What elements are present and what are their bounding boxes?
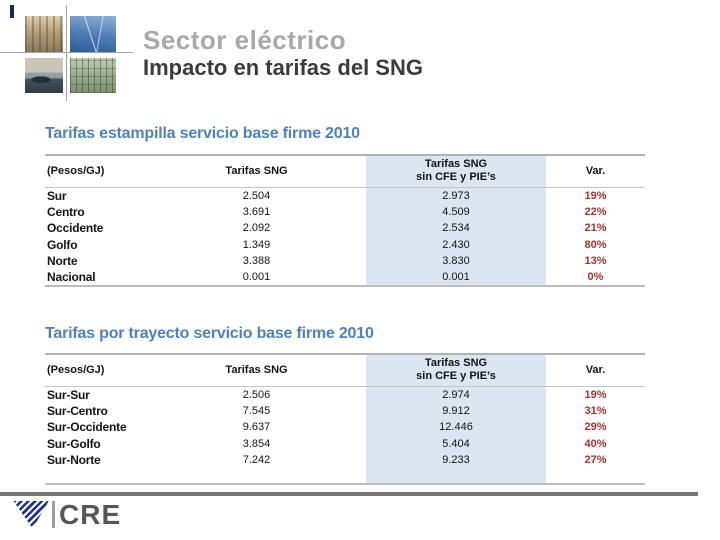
tarifa-sng-sin-cfe-cell: 5.404 [366,435,546,452]
region-cell: Centro [47,204,85,219]
column-header-tarifas-sng: Tarifas SNG [225,363,288,376]
column-header-tarifas-sng-sin-cfe: Tarifas SNG sin CFE y PIE’s [366,354,546,386]
tarifa-sng-cell: 1.349 [242,238,271,251]
header-title-block: Sector eléctrico Impacto en tarifas del … [143,26,423,80]
tarifa-sng-sin-cfe-cell: 9.912 [366,402,546,419]
tarifa-sng-cell: 2.092 [242,222,271,235]
table-row: Occidente 2.092 2.534 21% [45,220,645,237]
variation-cell: 13% [584,255,607,268]
variation-cell: 19% [584,388,607,401]
tarifa-sng-cell: 7.545 [242,404,271,417]
table-row: Sur-Norte 7.242 9.233 27% [45,452,645,469]
tarifa-sng-cell: 2.506 [242,388,271,401]
table-row: Nacional 0.001 0.001 0% [45,269,645,286]
cre-logo-swoosh-icon [13,500,49,529]
tarifa-sng-sin-cfe-cell: 4.509 [366,203,546,220]
column-header-line1: Tarifas SNG [424,357,488,370]
variation-cell: 29% [584,421,607,434]
cre-logo-divider [52,501,55,528]
tarifas-trayecto-table: (Pesos/GJ) Tarifas SNG Tarifas SNG sin C… [45,353,645,485]
empty-spacer-row [45,468,645,484]
variation-cell: 27% [584,454,607,467]
table-row: Sur-Golfo 3.854 5.404 40% [45,435,645,452]
route-cell: Sur-Norte [47,453,101,468]
ship-photo [25,58,63,93]
table-row: Sur-Occidente 9.637 12.446 29% [45,419,645,436]
slide-subtitle: Impacto en tarifas del SNG [143,55,423,80]
tarifa-sng-sin-cfe-cell: 2.534 [366,220,546,237]
tarifa-sng-sin-cfe-cell: 0.001 [366,269,546,286]
refinery-photo [25,16,63,52]
tarifa-sng-cell: 2.504 [242,189,271,202]
section-title-trayecto: Tarifas por trayecto servicio base firme… [45,325,374,342]
table-row: Golfo 1.349 2.430 80% [45,236,645,253]
column-header-var: Var. [585,164,606,177]
variation-cell: 31% [584,404,607,417]
column-header-line2: sin CFE y PIE’s [416,370,496,383]
slide-title: Sector eléctrico [143,25,347,55]
tarifa-sng-cell: 7.242 [242,454,271,467]
route-cell: Sur-Occidente [47,420,127,435]
table-header-row: (Pesos/GJ) Tarifas SNG Tarifas SNG sin C… [45,354,645,386]
region-cell: Occidente [47,221,104,236]
tarifa-sng-sin-cfe-cell: 2.974 [366,386,546,403]
footer-divider-line [0,492,698,496]
column-header-line1: Tarifas SNG [424,158,488,171]
tarifa-sng-cell: 3.388 [242,255,271,268]
column-header-tarifas-sng-sin-cfe: Tarifas SNG sin CFE y PIE’s [366,155,546,187]
tarifas-estampilla-table: (Pesos/GJ) Tarifas SNG Tarifas SNG sin C… [45,154,645,287]
column-header-unit: (Pesos/GJ) [47,363,105,376]
table-row: Sur 2.504 2.973 19% [45,187,645,204]
header-photo-collage [25,16,116,93]
column-header-line2: sin CFE y PIE’s [416,171,496,184]
column-header-tarifas-sng: Tarifas SNG [225,164,288,177]
tarifa-sng-sin-cfe-cell: 2.430 [366,236,546,253]
column-header-var: Var. [585,363,606,376]
tarifa-sng-sin-cfe-cell: 3.830 [366,253,546,270]
region-cell: Sur [47,188,67,203]
region-cell: Norte [47,254,78,269]
cre-logo-text: CRE [59,498,122,530]
column-header-unit: (Pesos/GJ) [47,164,105,177]
horizontal-divider-line [0,52,133,53]
tarifa-sng-sin-cfe-cell: 9.233 [366,452,546,469]
route-cell: Sur-Golfo [47,436,101,451]
table-row: Centro 3.691 4.509 22% [45,203,645,220]
variation-cell: 21% [584,222,607,235]
tarifa-sng-sin-cfe-cell: 12.446 [366,419,546,436]
table-header-row: (Pesos/GJ) Tarifas SNG Tarifas SNG sin C… [45,155,645,187]
table-row: Sur-Centro 7.545 9.912 31% [45,402,645,419]
template-accent-mark [10,5,14,18]
section-title-estampilla: Tarifas estampilla servicio base firme 2… [45,125,360,142]
tarifa-sng-cell: 3.854 [242,437,271,450]
variation-cell: 22% [584,205,607,218]
route-cell: Sur-Centro [47,403,108,418]
tarifa-sng-cell: 9.637 [242,421,271,434]
route-cell: Sur-Sur [47,387,90,402]
transmission-tower-photo [70,58,116,93]
variation-cell: 80% [584,238,607,251]
variation-cell: 19% [584,189,607,202]
cre-logo: CRE [13,499,121,530]
tarifa-sng-cell: 3.691 [242,205,271,218]
tarifa-sng-sin-cfe-cell: 2.973 [366,187,546,204]
tarifa-sng-cell: 0.001 [242,271,271,284]
wind-turbines-photo [70,16,116,52]
table-row: Sur-Sur 2.506 2.974 19% [45,386,645,403]
variation-cell: 40% [584,437,607,450]
variation-cell: 0% [587,271,604,284]
region-cell: Golfo [47,237,78,252]
vertical-divider-line [66,5,67,101]
region-cell: Nacional [47,270,96,285]
table-row: Norte 3.388 3.830 13% [45,253,645,270]
